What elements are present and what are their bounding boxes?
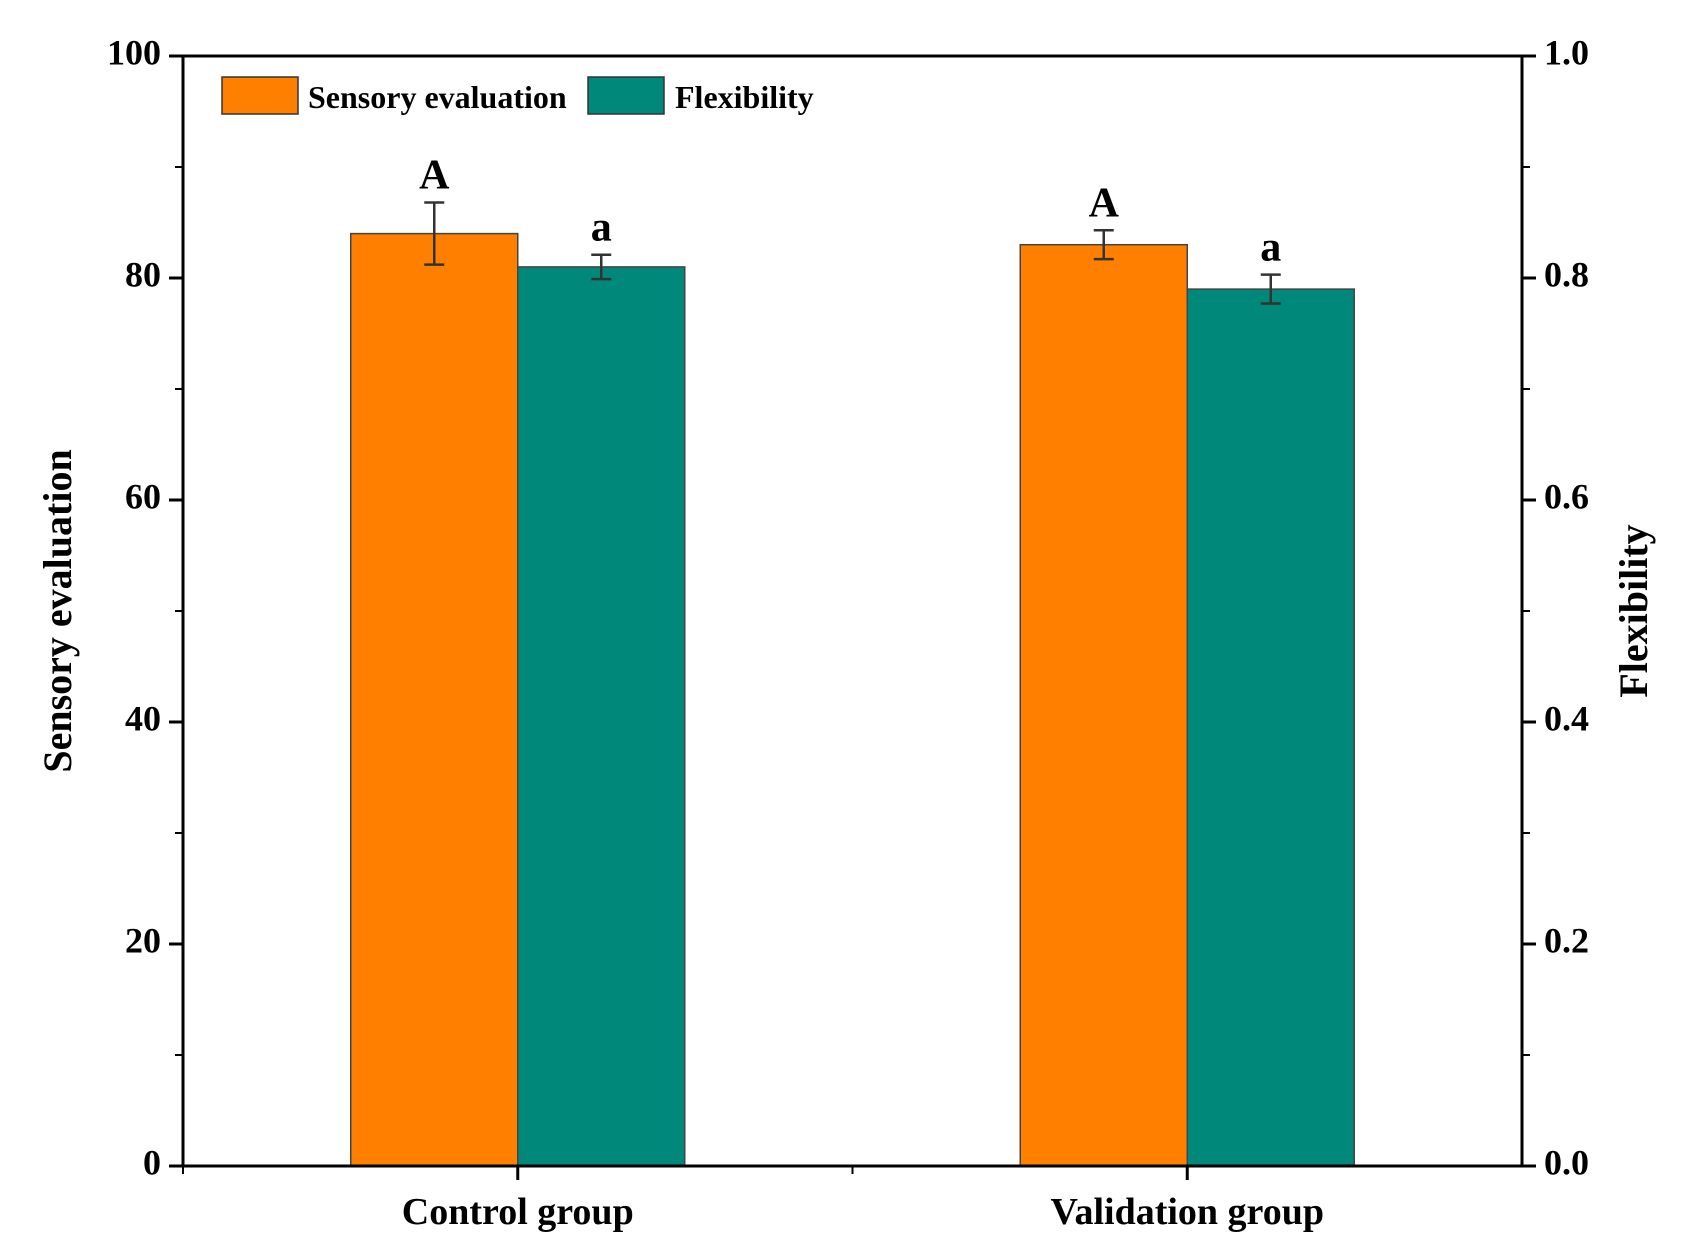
x-tick-label: Control group [402, 1191, 634, 1233]
x-axis-ticks: Control group Validation group [182, 1166, 1325, 1233]
legend-label-sensory: Sensory evaluation [308, 79, 567, 115]
y2-tick-label: 0.0 [1544, 1142, 1589, 1182]
y-tick-label: 80 [125, 254, 161, 294]
significance-label: a [1260, 225, 1281, 271]
bar-flexibility [517, 266, 686, 1167]
y-axis-title: Sensory evaluation [35, 449, 80, 772]
bar-sensory [1019, 243, 1188, 1167]
significance-label: A [419, 153, 450, 199]
bars-layer [350, 232, 1355, 1167]
y-tick-label: 60 [125, 476, 161, 516]
significance-labels-layer: Aa Aa [419, 153, 1281, 271]
right-axis-ticks: 0.0 0.2 0.4 0.6 0.8 1.0 [1522, 32, 1589, 1182]
bar-sensory [350, 232, 519, 1167]
legend-label-flexibility: Flexibility [675, 79, 814, 115]
y-tick-label: 20 [125, 920, 161, 960]
y2-tick-label: 0.4 [1544, 698, 1589, 738]
left-axis-ticks: 0 20 40 60 80 100 [107, 32, 183, 1182]
x-tick-label: Validation group [1051, 1191, 1325, 1233]
y-tick-label: 0 [143, 1142, 161, 1182]
error-bars-layer [424, 201, 1281, 305]
legend: Sensory evaluation Flexibility [221, 76, 814, 115]
legend-swatch-sensory [221, 76, 299, 115]
significance-label: a [591, 205, 612, 251]
y2-tick-label: 1.0 [1544, 32, 1589, 72]
y2-tick-label: 0.8 [1544, 254, 1589, 294]
y-tick-label: 40 [125, 698, 161, 738]
significance-label: A [1089, 180, 1120, 226]
y-tick-label: 100 [107, 32, 161, 72]
legend-swatch-flexibility [587, 76, 665, 115]
y2-axis-title: Flexibility [1611, 524, 1656, 697]
bar-flexibility [1186, 288, 1355, 1167]
y2-tick-label: 0.2 [1544, 920, 1589, 960]
y2-tick-label: 0.6 [1544, 476, 1589, 516]
